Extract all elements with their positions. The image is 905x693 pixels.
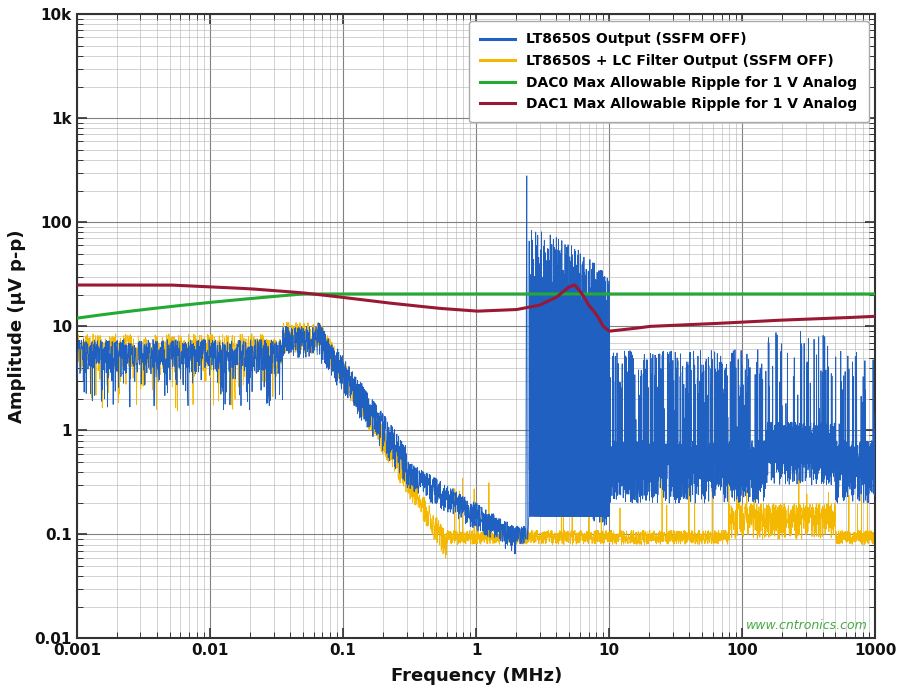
Text: www.cntronics.com: www.cntronics.com — [746, 620, 868, 632]
X-axis label: Frequency (MHz): Frequency (MHz) — [391, 667, 562, 685]
Y-axis label: Amplitude (μV p-p): Amplitude (μV p-p) — [8, 229, 26, 423]
Legend: LT8650S Output (SSFM OFF), LT8650S + LC Filter Output (SSFM OFF), DAC0 Max Allow: LT8650S Output (SSFM OFF), LT8650S + LC … — [470, 21, 869, 123]
